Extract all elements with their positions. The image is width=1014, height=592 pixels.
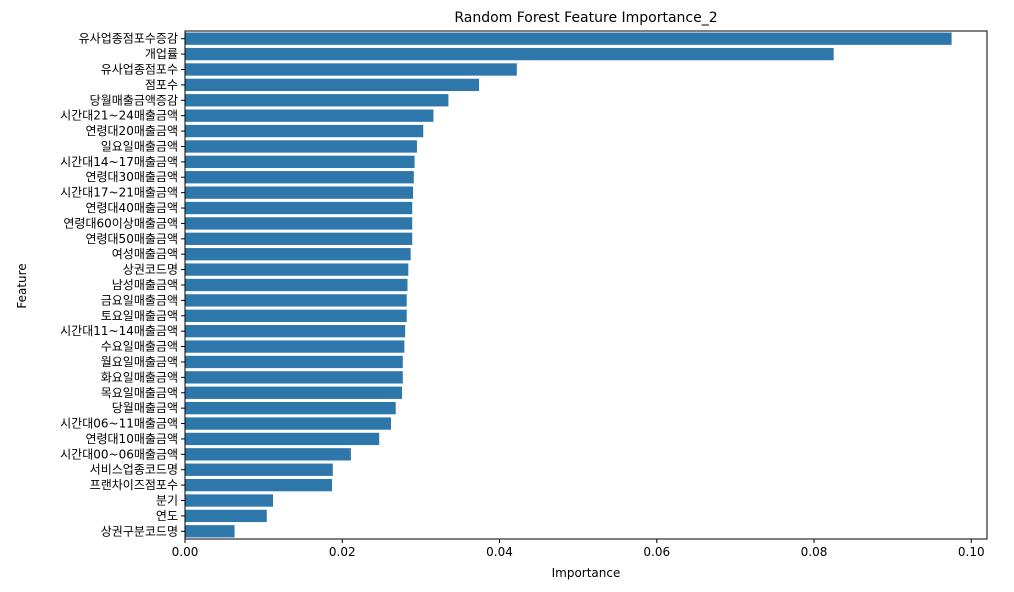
y-tick-label: 일요일매출금액 (101, 139, 178, 153)
bar (185, 32, 952, 45)
x-tick-label: 0.02 (329, 545, 356, 559)
y-tick-label: 유사업종점포수 (101, 62, 178, 76)
x-tick-label: 0.06 (643, 545, 670, 559)
y-tick-label: 프랜차이즈점포수 (90, 478, 178, 492)
bar (185, 355, 403, 369)
y-tick-label: 여성매출금액 (112, 247, 178, 261)
y-tick-label: 상권코드명 (123, 263, 178, 277)
bar (185, 78, 480, 92)
bar (185, 124, 424, 138)
y-tick-label: 연령대60이상매출금액 (63, 216, 178, 230)
bar (185, 47, 834, 61)
bar (185, 509, 267, 523)
y-tick-label: 분기 (156, 494, 178, 508)
bar (185, 201, 413, 215)
y-tick-label: 시간대00~06매출금액 (60, 447, 178, 461)
y-tick-label: 당월매출금액 (112, 401, 178, 415)
bar (185, 109, 434, 122)
bar (185, 94, 449, 107)
y-tick-label: 연령대30매출금액 (85, 170, 178, 184)
y-tick-label: 시간대11~14매출금액 (60, 324, 178, 338)
y-tick-label: 당월매출금액증감 (90, 93, 178, 107)
bar (185, 263, 409, 276)
y-tick-label: 연령대10매출금액 (85, 432, 178, 446)
y-axis-label: Feature (15, 263, 29, 308)
y-tick-label: 수요일매출금액 (101, 340, 178, 354)
y-tick-label: 금요일매출금액 (101, 293, 178, 307)
y-tick-label: 시간대17~21매출금액 (60, 186, 178, 200)
bar (185, 232, 413, 245)
y-tick-label: 화요일매출금액 (101, 370, 178, 384)
plot-area (185, 32, 952, 538)
y-tick-label: 상권구분코드명 (101, 524, 178, 538)
x-tick-label: 0.08 (801, 545, 828, 559)
y-tick-label: 서비스업종코드명 (90, 463, 178, 477)
y-tick-label: 토요일매출금액 (101, 309, 178, 323)
bar (185, 309, 407, 322)
chart-title: Random Forest Feature Importance_2 (454, 10, 717, 26)
x-tick-label: 0.00 (172, 545, 199, 559)
bar (185, 448, 351, 461)
x-axis-ticks: 0.00 0.02 0.04 0.06 0.08 0.10 (172, 539, 985, 559)
y-tick-label: 점포수 (145, 78, 178, 92)
bar (185, 340, 405, 353)
y-tick-label: 연령대50매출금액 (85, 232, 178, 246)
bar (185, 63, 517, 76)
y-tick-label: 유사업종점포수증감 (79, 32, 178, 46)
bar (185, 432, 380, 446)
x-tick-label: 0.10 (958, 545, 985, 559)
y-axis-ticks: 유사업종점포수증감개업률유사업종점포수점포수당월매출금액증감시간대21~24매출… (60, 32, 185, 538)
y-tick-label: 개업률 (145, 47, 178, 61)
bar (185, 494, 274, 507)
bar (185, 463, 333, 476)
bar (185, 478, 333, 492)
bar (185, 217, 413, 230)
y-tick-label: 연도 (156, 509, 178, 523)
bar (185, 386, 403, 399)
bar (185, 294, 407, 307)
y-tick-label: 연령대20매출금액 (85, 124, 178, 138)
y-tick-label: 시간대21~24매출금액 (60, 109, 178, 123)
bar (185, 248, 411, 261)
bar (185, 278, 408, 292)
y-tick-label: 월요일매출금액 (101, 355, 178, 369)
bar (185, 186, 414, 199)
bar (185, 401, 396, 415)
y-tick-label: 남성매출금액 (112, 278, 178, 292)
x-tick-label: 0.04 (486, 545, 513, 559)
x-axis-label: Importance (552, 566, 621, 580)
bar (185, 525, 235, 538)
y-tick-label: 시간대14~17매출금액 (60, 155, 178, 169)
y-tick-label: 목요일매출금액 (101, 386, 178, 400)
bar (185, 371, 403, 384)
bar (185, 155, 415, 169)
y-tick-label: 연령대40매출금액 (85, 201, 178, 215)
bar (185, 325, 406, 338)
bar (185, 417, 392, 430)
bar (185, 140, 417, 153)
bar (185, 171, 414, 184)
y-tick-label: 시간대06~11매출금액 (60, 417, 178, 431)
